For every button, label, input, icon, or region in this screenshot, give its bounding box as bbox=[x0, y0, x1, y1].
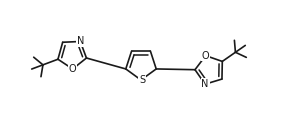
Text: O: O bbox=[202, 51, 209, 61]
Text: O: O bbox=[69, 64, 76, 74]
Text: N: N bbox=[77, 36, 84, 47]
Text: N: N bbox=[201, 79, 209, 89]
Text: S: S bbox=[139, 75, 145, 85]
